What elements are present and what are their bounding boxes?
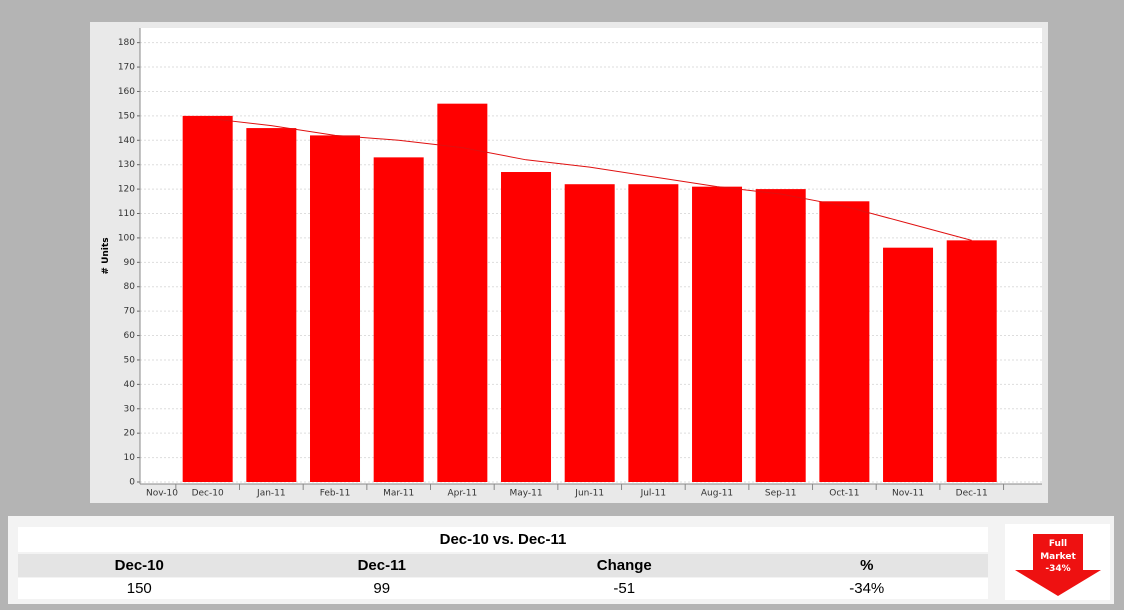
table-title-text: Dec-10 vs. Dec-11 xyxy=(439,531,567,548)
x-tick-label: Jul-11 xyxy=(640,489,667,499)
badge-arrow xyxy=(1015,534,1101,596)
chart: # Units 0 10 20 30 40 50 60 70 80 90 100 110 120 130 1… xyxy=(90,22,1048,503)
badge-text: -34% xyxy=(1045,564,1070,574)
x-tick-label: Jan-11 xyxy=(256,489,286,499)
badge-text: Market xyxy=(1040,552,1076,562)
table-header: Dec-10 Dec-11 Change % xyxy=(18,554,988,577)
bar xyxy=(437,103,488,483)
y-tick-label: 130 xyxy=(118,160,135,170)
x-tick-label: Mar-11 xyxy=(383,489,414,499)
x-tick-label: Oct-11 xyxy=(829,489,859,499)
cell: -51 xyxy=(613,580,636,597)
x-tick-label: Sep-11 xyxy=(765,489,797,499)
y-tick-label: 100 xyxy=(118,233,135,243)
bar xyxy=(692,186,743,482)
y-tick-label: 170 xyxy=(118,63,135,73)
y-tick-label: 40 xyxy=(124,380,136,390)
y-tick-label: 0 xyxy=(129,478,135,488)
x-tick-label: Jun-11 xyxy=(574,489,604,499)
y-tick-label: 20 xyxy=(124,429,136,439)
header-cell: Change xyxy=(596,557,652,574)
bar xyxy=(373,157,424,482)
header-cell: Dec-11 xyxy=(357,557,406,574)
y-tick-label: 60 xyxy=(124,331,136,341)
y-tick-label: 140 xyxy=(118,136,135,146)
trend-line xyxy=(207,117,972,241)
bar xyxy=(182,115,233,482)
y-tick-label: 180 xyxy=(118,38,135,48)
y-tick-label: 10 xyxy=(124,453,136,463)
badge: Full Market -34% xyxy=(1005,524,1110,600)
x-tick-label: Nov-10 xyxy=(146,489,178,499)
bar xyxy=(883,247,934,482)
table-row: 150 99 -51 -34% xyxy=(18,578,988,599)
y-tick-label: 70 xyxy=(124,307,136,317)
bar xyxy=(628,184,679,482)
cell: -34% xyxy=(849,580,885,597)
comparison-table: Dec-10 vs. Dec-11 Dec-10 Dec-11 Change %… xyxy=(8,516,1114,604)
y-tick-label: 160 xyxy=(118,87,135,97)
x-tick-label: Dec-11 xyxy=(956,489,988,499)
x-tick-label: Aug-11 xyxy=(701,489,733,499)
bar xyxy=(564,184,615,482)
y-tick-label: 120 xyxy=(118,185,135,195)
y-tick-label: 80 xyxy=(124,282,136,292)
badge-text: Full xyxy=(1049,539,1067,549)
bar xyxy=(819,201,870,482)
y-axis-label: # Units xyxy=(101,237,111,274)
bar xyxy=(246,128,297,483)
y-tick-label: 90 xyxy=(124,258,136,268)
x-tick-label: Feb-11 xyxy=(320,489,351,499)
header-cell: % xyxy=(860,557,874,574)
bar xyxy=(501,172,552,483)
table-title: Dec-10 vs. Dec-11 xyxy=(18,527,988,552)
y-tick-label: 150 xyxy=(118,111,135,121)
bar xyxy=(755,189,806,482)
cell: 99 xyxy=(373,580,391,597)
x-tick-label: Nov-11 xyxy=(892,489,924,499)
y-tick-label: 30 xyxy=(124,404,136,414)
y-tick-label: 110 xyxy=(118,209,135,219)
x-tick-label: Dec-10 xyxy=(192,489,224,499)
bar xyxy=(310,135,361,483)
header-cell: Dec-10 xyxy=(114,557,164,574)
x-tick-label: Apr-11 xyxy=(447,489,477,499)
y-tick-label: 50 xyxy=(124,355,136,365)
x-tick-label: May-11 xyxy=(509,489,542,499)
cell: 150 xyxy=(126,580,152,597)
bar xyxy=(946,240,997,482)
